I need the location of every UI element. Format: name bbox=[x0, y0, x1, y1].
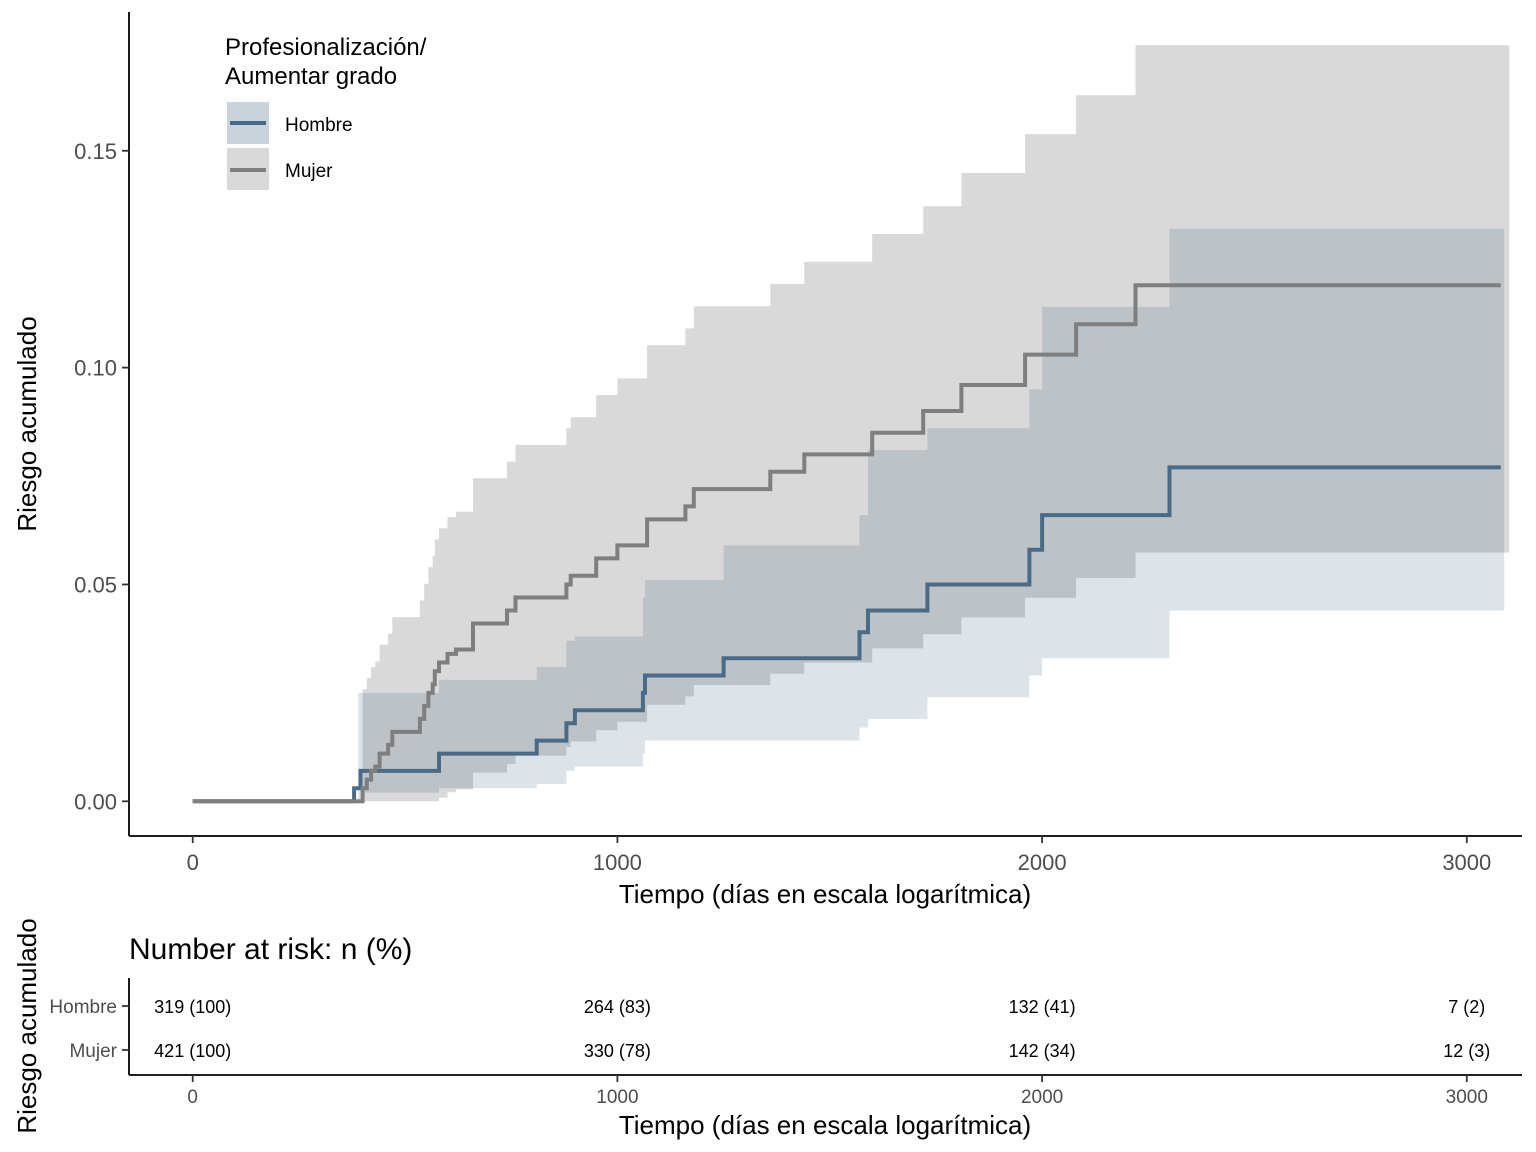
risk-cell: 12 (3) bbox=[1443, 1041, 1490, 1061]
risk-x-tick-label: 2000 bbox=[1021, 1087, 1063, 1108]
x-axis-title: Tiempo (días en escala logarítmica) bbox=[619, 879, 1031, 909]
mujer-step-line bbox=[192, 283, 1501, 804]
x-tick-label: 2000 bbox=[1018, 850, 1067, 875]
risk-cell: 7 (2) bbox=[1448, 997, 1485, 1017]
x-tick-label: 1000 bbox=[593, 850, 642, 875]
x-tick-label: 3000 bbox=[1442, 850, 1491, 875]
risk-cell: 421 (100) bbox=[154, 1041, 231, 1061]
risk-cell: 142 (34) bbox=[1009, 1041, 1076, 1061]
hombre-confidence-band bbox=[192, 228, 1505, 802]
risk-x-tick-label: 0 bbox=[187, 1087, 198, 1108]
risk-x-axis-title: Tiempo (días en escala logarítmica) bbox=[619, 1110, 1031, 1140]
risk-cell: 264 (83) bbox=[584, 997, 651, 1017]
risk-cell: 330 (78) bbox=[584, 1041, 651, 1061]
risk-cell: 319 (100) bbox=[154, 997, 231, 1017]
number-at-risk-table: Number at risk: n (%) 319 (100) 264 (83) 1… bbox=[12, 918, 1522, 1140]
hombre-ci-band bbox=[192, 228, 1505, 802]
legend-title-line-2: Aumentar grado bbox=[225, 63, 397, 90]
risk-table-cells: 319 (100) 264 (83) 132 (41) 7 (2) 421 (100) 3… bbox=[154, 997, 1490, 1061]
y-tick-label: 0.05 bbox=[74, 572, 117, 597]
x-axis-ticks: 0 1000 2000 3000 bbox=[187, 836, 1491, 875]
legend: Profesionalización/ Aumentar grado Hombr… bbox=[225, 34, 427, 190]
y-axis-ticks: 0.00 0.05 0.10 0.15 bbox=[74, 139, 129, 814]
risk-table-title: Number at risk: n (%) bbox=[129, 933, 412, 966]
legend-label-hombre: Hombre bbox=[285, 115, 353, 136]
legend-label-mujer: Mujer bbox=[285, 161, 333, 182]
y-tick-label: 0.00 bbox=[74, 789, 117, 814]
y-tick-label: 0.15 bbox=[74, 139, 117, 164]
risk-table-row-labels: Hombre Mujer bbox=[49, 997, 129, 1062]
series-lines bbox=[192, 283, 1501, 804]
risk-x-tick-label: 1000 bbox=[596, 1087, 638, 1108]
risk-cell: 132 (41) bbox=[1009, 997, 1076, 1017]
y-tick-label: 0.10 bbox=[74, 356, 117, 381]
y-axis-title: Riesgo acumulado bbox=[12, 316, 42, 531]
risk-row-label: Hombre bbox=[49, 997, 117, 1018]
x-tick-label: 0 bbox=[187, 850, 199, 875]
hombre-step-line bbox=[192, 465, 1501, 804]
legend-title-line-1: Profesionalización/ bbox=[225, 34, 427, 61]
risk-x-tick-label: 3000 bbox=[1446, 1087, 1488, 1108]
cumulative-risk-panel: 0.00 0.05 0.10 0.15 0 1000 2000 3000 Riesgo ac… bbox=[12, 12, 1522, 909]
risk-row-label: Mujer bbox=[69, 1041, 117, 1062]
risk-y-axis-title: Riesgo acumulado bbox=[12, 918, 42, 1133]
risk-x-axis-ticks: 0 1000 2000 3000 bbox=[187, 1075, 1488, 1108]
